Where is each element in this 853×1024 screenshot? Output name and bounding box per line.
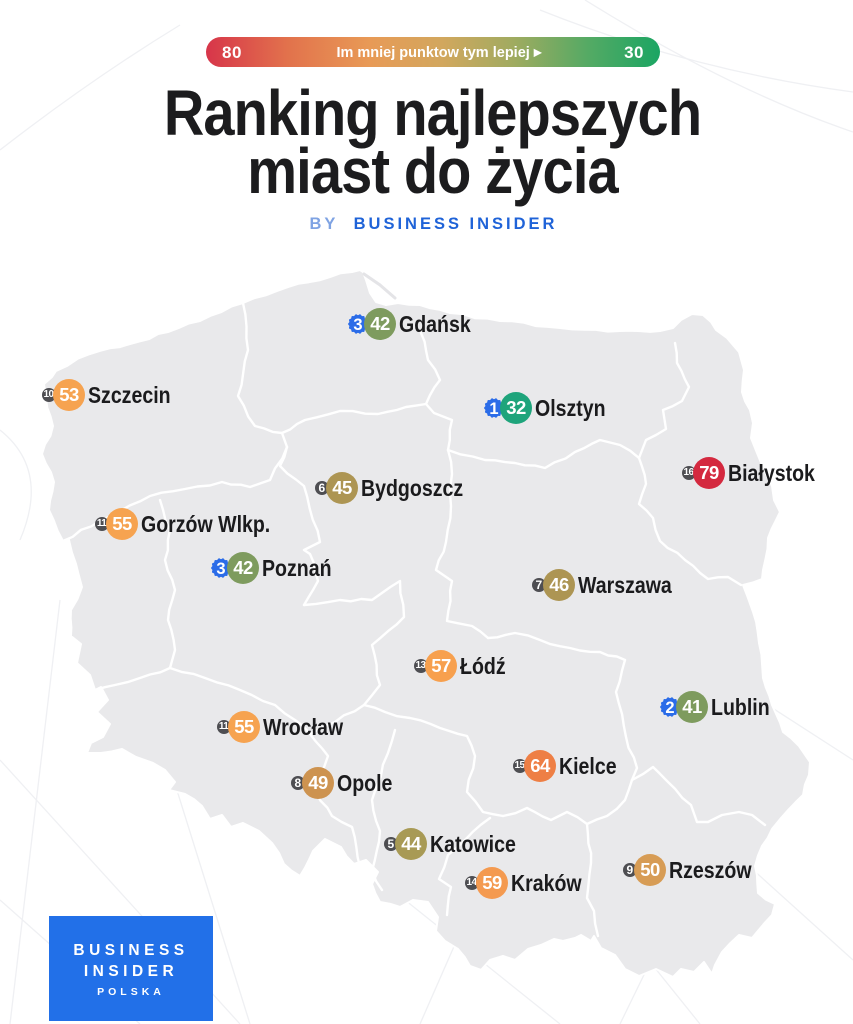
svg-text:3: 3 bbox=[353, 316, 362, 334]
svg-text:2: 2 bbox=[665, 699, 674, 717]
svg-text:1: 1 bbox=[489, 400, 498, 418]
svg-text:3: 3 bbox=[216, 560, 225, 578]
